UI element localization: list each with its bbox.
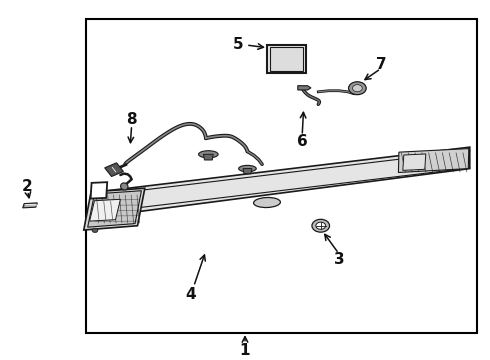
Polygon shape <box>267 45 306 73</box>
Circle shape <box>92 228 98 233</box>
Polygon shape <box>91 182 107 199</box>
Polygon shape <box>398 149 469 172</box>
Ellipse shape <box>198 151 218 158</box>
Polygon shape <box>98 147 470 217</box>
Circle shape <box>312 219 330 232</box>
Bar <box>86 19 477 333</box>
Polygon shape <box>105 163 123 176</box>
Ellipse shape <box>239 165 256 172</box>
Polygon shape <box>403 154 426 170</box>
Text: 8: 8 <box>126 112 137 127</box>
Polygon shape <box>88 191 142 227</box>
Text: 3: 3 <box>334 252 344 267</box>
Polygon shape <box>203 154 213 160</box>
Text: 7: 7 <box>375 57 386 72</box>
Ellipse shape <box>121 183 128 190</box>
Polygon shape <box>270 48 303 71</box>
Circle shape <box>316 222 326 229</box>
Text: 1: 1 <box>240 343 250 357</box>
Text: 4: 4 <box>185 287 196 302</box>
Polygon shape <box>84 188 145 230</box>
Text: 6: 6 <box>297 134 308 149</box>
Ellipse shape <box>253 198 280 207</box>
Polygon shape <box>298 86 311 90</box>
Polygon shape <box>90 199 121 221</box>
Polygon shape <box>243 168 252 174</box>
Text: 2: 2 <box>22 179 33 194</box>
Polygon shape <box>23 203 37 208</box>
Text: 5: 5 <box>232 37 243 53</box>
Circle shape <box>348 82 366 95</box>
Circle shape <box>352 85 362 92</box>
